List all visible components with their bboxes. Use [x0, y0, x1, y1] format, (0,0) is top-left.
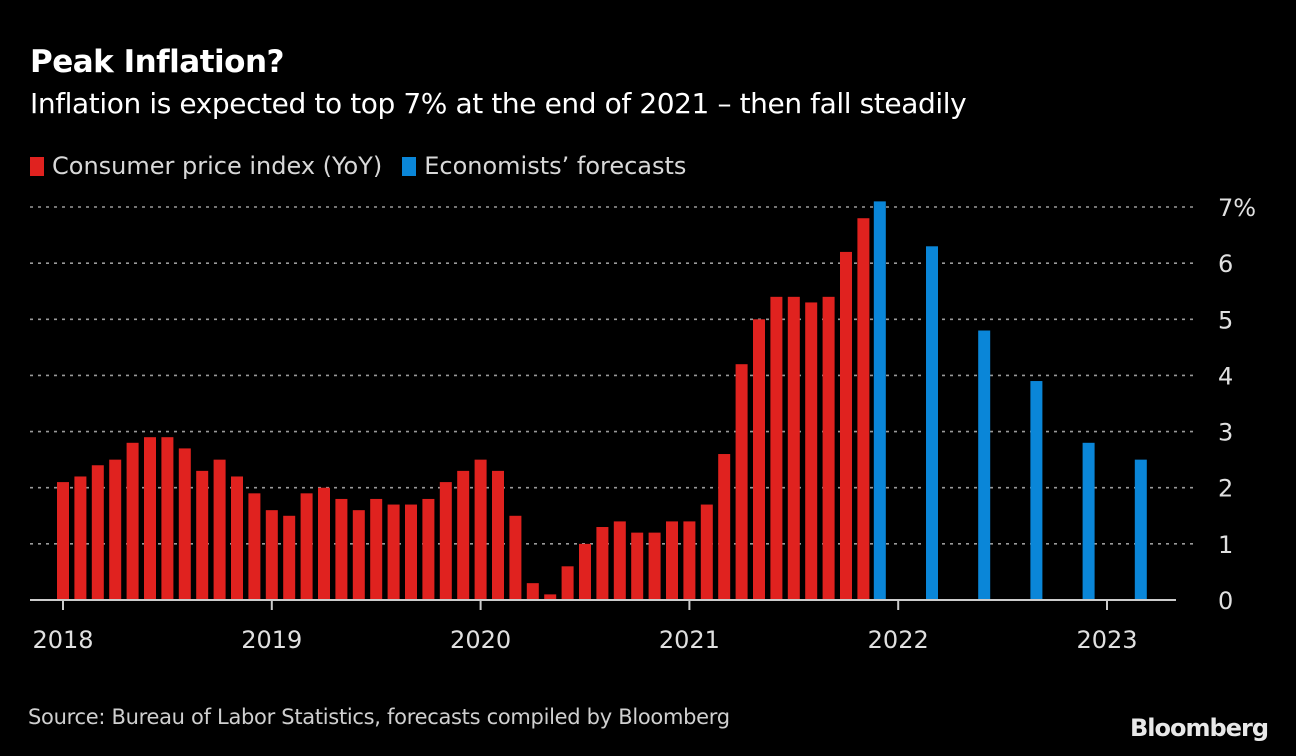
bar-forecast [1030, 381, 1043, 600]
bar-cpi [544, 594, 557, 600]
y-tick-label: 3 [1218, 419, 1233, 447]
bar-cpi [213, 459, 226, 600]
bar-cpi [387, 504, 400, 600]
bar-cpi [822, 296, 835, 600]
bars [57, 201, 1147, 601]
bar-cpi [648, 532, 661, 600]
bar-cpi [683, 521, 696, 600]
y-tick-label: 0 [1218, 587, 1233, 615]
y-tick-label: 7% [1218, 194, 1256, 222]
bar-forecast [873, 201, 886, 600]
bar-cpi [300, 493, 313, 600]
bar-forecast [1134, 459, 1147, 600]
bar-cpi [91, 465, 104, 600]
bar-cpi [57, 482, 69, 600]
bar-cpi [422, 498, 435, 600]
bar-cpi [109, 459, 122, 600]
bar-cpi [178, 448, 191, 600]
bar-cpi [248, 493, 261, 600]
chart-subtitle: Inflation is expected to top 7% at the e… [30, 87, 967, 120]
legend: Consumer price index (YoY) Economists’ f… [30, 152, 706, 180]
bar-cpi [805, 302, 818, 600]
bar-cpi [613, 521, 626, 600]
x-tick-label: 2021 [659, 626, 720, 654]
bar-cpi [144, 437, 156, 600]
bar-cpi [474, 459, 487, 600]
bar-cpi [405, 504, 417, 600]
x-tick-label: 2023 [1076, 626, 1137, 654]
bar-cpi [700, 504, 713, 600]
bar-cpi [857, 218, 870, 600]
legend-item-cpi: Consumer price index (YoY) [30, 152, 382, 180]
y-tick-label: 6 [1218, 250, 1233, 278]
bar-cpi [161, 437, 174, 600]
bar-cpi [352, 510, 365, 600]
chart-title: Peak Inflation? [30, 44, 285, 80]
bar-cpi [492, 470, 504, 600]
bar-cpi [718, 454, 731, 600]
bloomberg-logo: Bloomberg [1130, 714, 1269, 742]
bar-cpi [231, 476, 243, 600]
x-tick-label: 2018 [32, 626, 93, 654]
bar-cpi [196, 470, 209, 600]
x-tick-label: 2019 [241, 626, 302, 654]
bar-cpi [561, 566, 574, 600]
bar-cpi [318, 487, 330, 600]
y-tick-label: 4 [1218, 362, 1233, 390]
bar-cpi [579, 543, 591, 600]
bar-cpi [753, 319, 765, 600]
bar-forecast [1082, 442, 1095, 600]
bar-cpi [265, 510, 278, 600]
bar-cpi [596, 527, 609, 600]
bar-cpi [126, 442, 139, 600]
bar-cpi [439, 482, 452, 600]
legend-label-cpi: Consumer price index (YoY) [52, 152, 383, 180]
bar-cpi [840, 251, 852, 600]
bar-forecast [926, 246, 938, 601]
source-note: Source: Bureau of Labor Statistics, fore… [28, 705, 730, 729]
bar-cpi [283, 515, 296, 600]
y-tick-label: 5 [1218, 306, 1233, 334]
bar-cpi [631, 532, 644, 600]
bar-cpi [509, 515, 522, 600]
bar-cpi [787, 296, 800, 600]
x-tick-label: 2020 [450, 626, 511, 654]
bar-forecast [978, 330, 991, 600]
y-tick-label: 1 [1218, 531, 1233, 559]
legend-item-forecast: Economists’ forecasts [402, 152, 686, 180]
axes: 0 1 2 3 4 5 6 7% 2018 2019 2020 2021 2022 2023 [30, 194, 1256, 654]
x-tick-label: 2022 [868, 626, 929, 654]
legend-swatch-cpi [30, 156, 44, 176]
legend-swatch-forecast [402, 156, 417, 176]
legend-label-forecast: Economists’ forecasts [424, 152, 687, 180]
bar-cpi [770, 296, 783, 600]
bar-cpi [335, 498, 348, 600]
bar-cpi [735, 364, 748, 600]
bar-cpi [666, 521, 678, 600]
bar-cpi [74, 476, 87, 600]
bar-cpi [526, 583, 539, 600]
bar-cpi [457, 470, 470, 600]
bar-cpi [370, 498, 383, 600]
y-tick-label: 2 [1218, 475, 1233, 503]
